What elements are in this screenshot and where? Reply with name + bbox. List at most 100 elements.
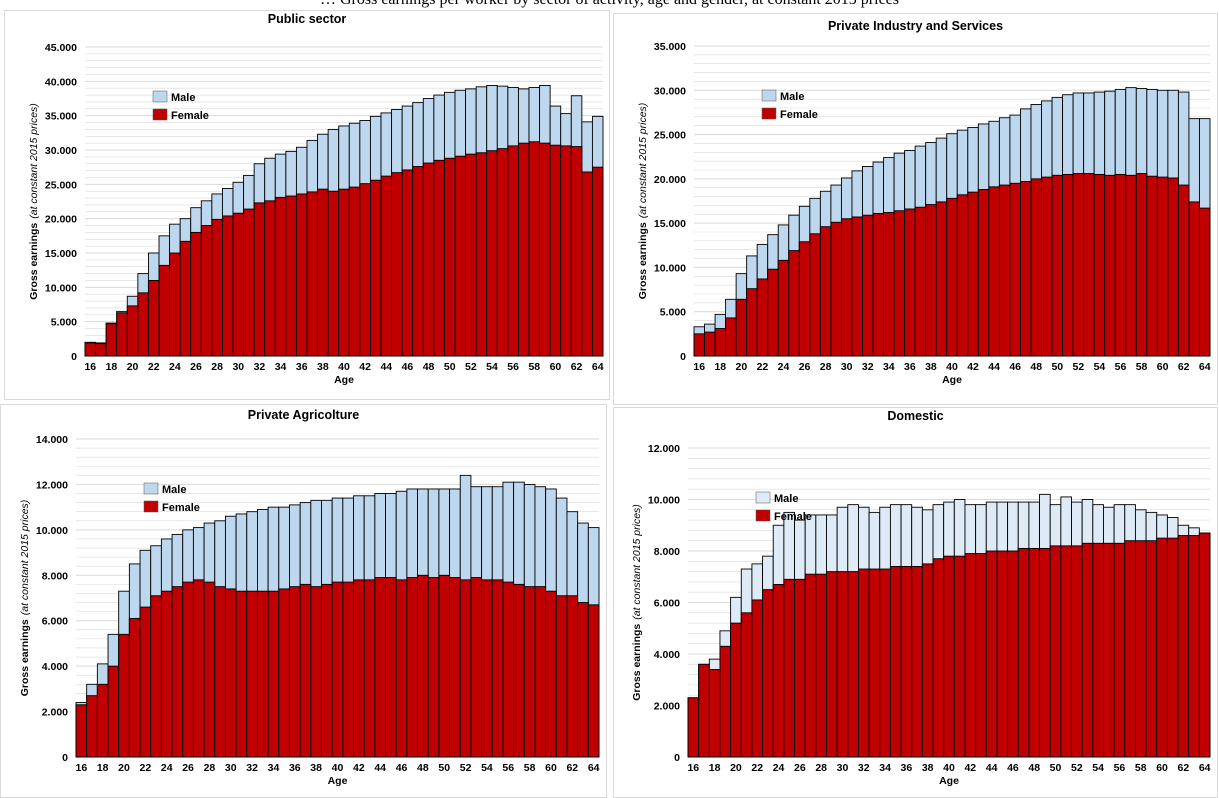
bar-female [211, 218, 223, 357]
bar-female [714, 328, 727, 357]
bar-female [862, 214, 874, 357]
bar-female [160, 590, 173, 758]
bar-female [481, 579, 493, 758]
y-axis-label-main: Gross earnings [28, 223, 40, 300]
bar-female [756, 278, 769, 357]
x-tick-label: 28 [820, 361, 832, 373]
y-tick-label: 30.000 [654, 85, 686, 97]
x-tick-label: 30 [841, 361, 853, 373]
x-tick-label: 42 [353, 762, 365, 774]
chart-panel-domestic: Domestic 0 2.000 4.000 6.000 8.000 10.000 12.00… [613, 407, 1218, 798]
bar-female [577, 602, 589, 758]
bar-female [581, 171, 593, 357]
bar-female [545, 590, 557, 758]
bar-female [438, 574, 451, 758]
bar-female [232, 212, 245, 357]
bar-female [95, 343, 107, 357]
bar-female [836, 571, 849, 758]
bar-female [253, 202, 266, 357]
y-tick-label: 15.000 [45, 248, 77, 260]
x-tick-label: 46 [402, 361, 414, 373]
bar-female [570, 146, 583, 357]
bar-female [830, 221, 842, 357]
bar-female [348, 186, 361, 357]
bar-female [900, 565, 913, 758]
legend-label-male: Male [780, 91, 804, 103]
bar-female [137, 292, 149, 357]
x-tick-label: 50 [1050, 762, 1062, 774]
bar-female [338, 188, 350, 357]
x-tick-label: 40 [332, 762, 344, 774]
bar-female [1028, 547, 1041, 758]
bar-female [847, 571, 859, 758]
y-axis-label-main: Gross earnings [19, 619, 31, 696]
x-tick-label: 46 [1007, 762, 1019, 774]
x-tick-label: 22 [751, 762, 763, 774]
bar-female [1198, 532, 1211, 758]
y-axis-label-note: (at constant 2015 prices) [637, 103, 649, 219]
bar-female [475, 152, 488, 357]
bar-female [107, 665, 120, 758]
bar-female [1124, 540, 1136, 758]
bar-female [1177, 184, 1190, 357]
x-tick-label: 50 [444, 361, 456, 373]
bar-female [353, 579, 365, 758]
bar-female [767, 268, 779, 357]
bar-female [523, 586, 536, 758]
bar-female [1072, 173, 1085, 357]
x-tick-label: 26 [190, 361, 202, 373]
y-tick-label: 35.000 [45, 111, 77, 123]
bar-female [815, 573, 827, 758]
x-tick-label: 26 [794, 762, 806, 774]
bar-female [380, 175, 393, 357]
x-tick-label: 24 [169, 361, 181, 373]
x-tick-label: 58 [1136, 361, 1148, 373]
x-tick-label: 62 [1178, 762, 1190, 774]
bar-female [179, 240, 192, 357]
x-tick-label: 56 [502, 762, 514, 774]
x-tick-label: 52 [1071, 762, 1083, 774]
chart-private-agriculture: Private Agricolture 0 2.000 4.000 6.000 8.000… [19, 408, 600, 787]
y-axis-label-main: Gross earnings [637, 222, 649, 299]
bar-female [1039, 547, 1051, 758]
bar-female [809, 233, 821, 357]
bar-female [118, 633, 130, 758]
y-axis-label-note: (at constant 2015 prices) [19, 500, 31, 616]
x-axis-label: Age [334, 374, 354, 386]
chart-title: Public sector [268, 12, 347, 26]
chart-domestic: Domestic 0 2.000 4.000 6.000 8.000 10.000 12.00… [631, 409, 1211, 787]
bar-female [150, 595, 162, 758]
legend-swatch-female [143, 500, 159, 513]
bar-female [539, 142, 551, 357]
bar-female [126, 305, 139, 357]
bar-female [214, 586, 226, 758]
bar-female [401, 169, 414, 357]
bar-female [139, 606, 152, 758]
x-tick-label: 52 [465, 361, 477, 373]
bar-female [872, 212, 885, 357]
x-tick-label: 58 [1135, 762, 1147, 774]
bar-female [391, 172, 403, 357]
x-tick-label: 22 [140, 762, 152, 774]
x-tick-label: 30 [837, 762, 849, 774]
bar-female [513, 583, 525, 758]
bar-female [221, 215, 234, 357]
y-axis-label-note: (at constant 2015 prices) [631, 504, 643, 620]
x-axis-label: Age [328, 775, 348, 787]
bar-female [921, 563, 934, 758]
x-tick-label: 24 [161, 762, 173, 774]
x-tick-label: 64 [592, 361, 604, 373]
chart-panel-private-agriculture: Private Agricolture 0 2.000 4.000 6.000 8.000… [0, 404, 607, 798]
bar-female [412, 166, 424, 357]
bar-female [147, 280, 160, 357]
x-tick-label: 62 [571, 361, 583, 373]
bar-female [740, 612, 753, 758]
x-tick-label: 24 [778, 361, 790, 373]
x-tick-label: 34 [883, 361, 895, 373]
x-tick-label: 20 [736, 361, 748, 373]
chart-panel-private-industry: Private Industry and Services 0 5.000 10.00… [613, 13, 1218, 405]
bar-female [783, 578, 795, 758]
bar-female [1030, 178, 1042, 357]
bar-female [86, 695, 98, 758]
y-tick-label: 10.000 [654, 262, 686, 274]
